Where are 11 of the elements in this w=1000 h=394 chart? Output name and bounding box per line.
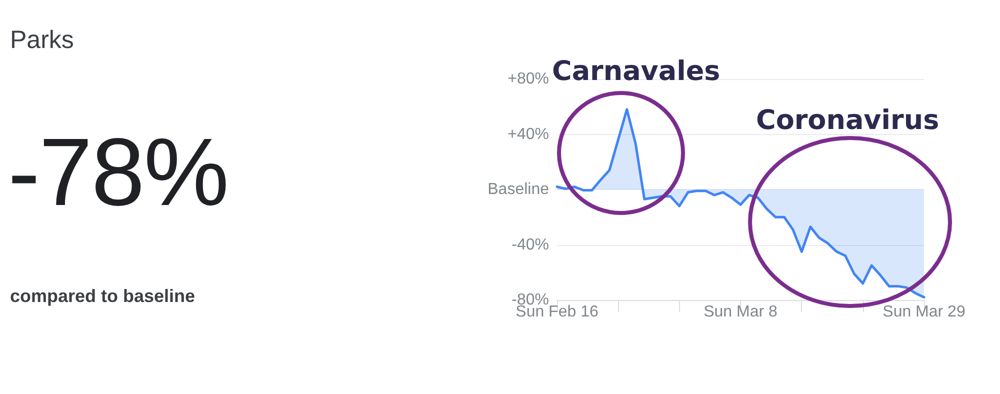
x-tick-label: Sun Mar 29	[882, 304, 966, 320]
text: compared to baseline	[10, 286, 196, 307]
y-tick-label: Baseline	[488, 181, 550, 198]
y-tick-label: +80%	[508, 70, 549, 88]
annotation: Coronavirus	[756, 105, 940, 136]
annotation: Carnavales	[552, 56, 720, 87]
text: -78%	[8, 118, 228, 228]
y-tick-label: +40%	[508, 126, 549, 143]
x-tick-label: Sun Mar 8	[704, 304, 778, 320]
text: Parks	[10, 26, 74, 55]
y-tick-label: -40%	[512, 236, 549, 254]
